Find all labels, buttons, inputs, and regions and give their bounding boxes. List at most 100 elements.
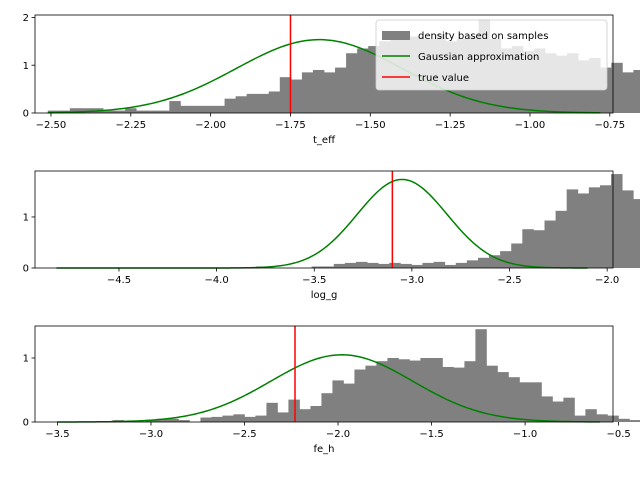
histogram-bar (544, 220, 556, 268)
histogram-bar (355, 261, 368, 268)
histogram-bar (508, 377, 520, 422)
histogram-bar (333, 263, 346, 268)
histogram-bar (389, 262, 401, 268)
histogram-bar (125, 108, 137, 113)
histogram-bar (453, 367, 465, 422)
histogram-bar (180, 105, 192, 113)
gaussian-curve (57, 354, 600, 423)
legend-label: density based on samples (418, 31, 548, 42)
histogram-bar (80, 108, 93, 113)
x-tick-label: −1.0 (513, 429, 537, 440)
histogram-bar (244, 416, 256, 422)
y-tick-label: 0 (23, 418, 29, 429)
panel-t_eff: −2.50 −2.25 −2.00 −1.75 −1.50 −1.25 −1.00 −0.75… (23, 13, 640, 146)
histogram-bar (277, 412, 289, 422)
histogram-bar (622, 190, 634, 268)
histogram-bar (343, 383, 355, 422)
histogram-bar (290, 79, 303, 113)
x-tick-label: −1.5 (419, 429, 443, 440)
histogram-bar (563, 397, 575, 422)
histogram-bar (422, 262, 434, 268)
histogram-bar (365, 365, 377, 422)
histogram-bar (633, 199, 640, 268)
legend-label: Gaussian approximation (418, 52, 539, 63)
histogram-bar (622, 72, 634, 113)
histogram-bar (69, 108, 82, 113)
histogram-bars (112, 329, 640, 422)
histogram-bar (411, 264, 423, 268)
x-tick-label: −0.5 (606, 429, 630, 440)
legend-label: true value (418, 73, 469, 84)
histogram-bar (200, 417, 212, 422)
histogram-bar (530, 382, 542, 422)
x-tick-label: −2.50 (36, 120, 67, 131)
x-tick-label: −2.00 (195, 120, 226, 131)
histogram-bar (156, 418, 168, 422)
histogram-bar (431, 358, 443, 422)
histogram-bar (618, 418, 630, 422)
x-tick-label: −3.0 (400, 275, 424, 286)
histogram-bar (169, 101, 181, 113)
histogram-bar (566, 189, 579, 268)
x-axis-label: t_eff (313, 135, 336, 146)
x-tick-label: −2.0 (595, 275, 619, 286)
histogram-bar (577, 193, 590, 268)
histogram-bar (599, 185, 612, 268)
histogram-bar (596, 414, 608, 422)
x-tick-label: −1.25 (435, 120, 466, 131)
x-tick-label: −4.0 (204, 275, 228, 286)
axes-frame (34, 325, 614, 423)
histogram-bar (398, 359, 410, 422)
panel-log_g: −4.5 −4.0 −3.5 −3.0 −2.5 −2.0 0 1 log_g (23, 170, 640, 301)
histogram-bar (335, 67, 347, 113)
histogram-bar (442, 366, 454, 422)
histogram-bar (311, 266, 324, 268)
histogram-bar (519, 382, 531, 422)
x-tick-label: −1.75 (275, 120, 306, 131)
histogram-bar (376, 361, 388, 422)
histogram-bar (224, 98, 237, 113)
histogram-bar (497, 372, 509, 422)
histogram-bar (357, 48, 369, 113)
histogram-bar (400, 263, 412, 268)
gaussian-curve (47, 38, 601, 114)
histogram-bar (332, 380, 344, 422)
histogram-bar (114, 110, 126, 113)
histogram-bar (533, 230, 545, 268)
legend-entry: Gaussian approximation (382, 52, 539, 63)
histogram-bar (147, 110, 159, 113)
histogram-bar (222, 415, 234, 422)
x-tick-label: −3.0 (139, 429, 163, 440)
histogram-bar (387, 358, 399, 422)
histogram-bar (136, 110, 148, 113)
histogram-bar (466, 260, 479, 268)
histogram-bar (178, 420, 190, 422)
y-tick-label: 1 (23, 354, 29, 365)
x-tick-label: −2.5 (232, 429, 256, 440)
histogram-bar (522, 229, 534, 268)
histogram-bar (475, 329, 487, 422)
histogram-bar (167, 418, 179, 422)
y-tick-label: 0 (23, 109, 29, 120)
histogram-bar (255, 415, 267, 422)
legend-entry: true value (382, 73, 469, 84)
histogram-bar (378, 263, 390, 268)
histogram-bar (611, 174, 623, 268)
x-axis-label: fe_h (313, 444, 334, 455)
histogram-bars (256, 174, 640, 268)
histogram-bar (541, 396, 553, 422)
histogram-bar (344, 262, 357, 268)
x-tick-label: −2.0 (326, 429, 350, 440)
histogram-bar (322, 266, 335, 268)
histogram-bar (477, 257, 490, 268)
x-tick-label: −4.5 (107, 275, 131, 286)
x-tick-label: −1.00 (515, 120, 546, 131)
histogram-bar (191, 105, 203, 113)
histogram-bar (574, 415, 586, 422)
histogram-bar (47, 110, 60, 113)
histogram-bar (266, 402, 278, 422)
histogram-bar (588, 187, 601, 268)
x-tick-label: −0.75 (594, 120, 625, 131)
histogram-bar (409, 360, 421, 422)
histogram-bar (301, 72, 314, 113)
